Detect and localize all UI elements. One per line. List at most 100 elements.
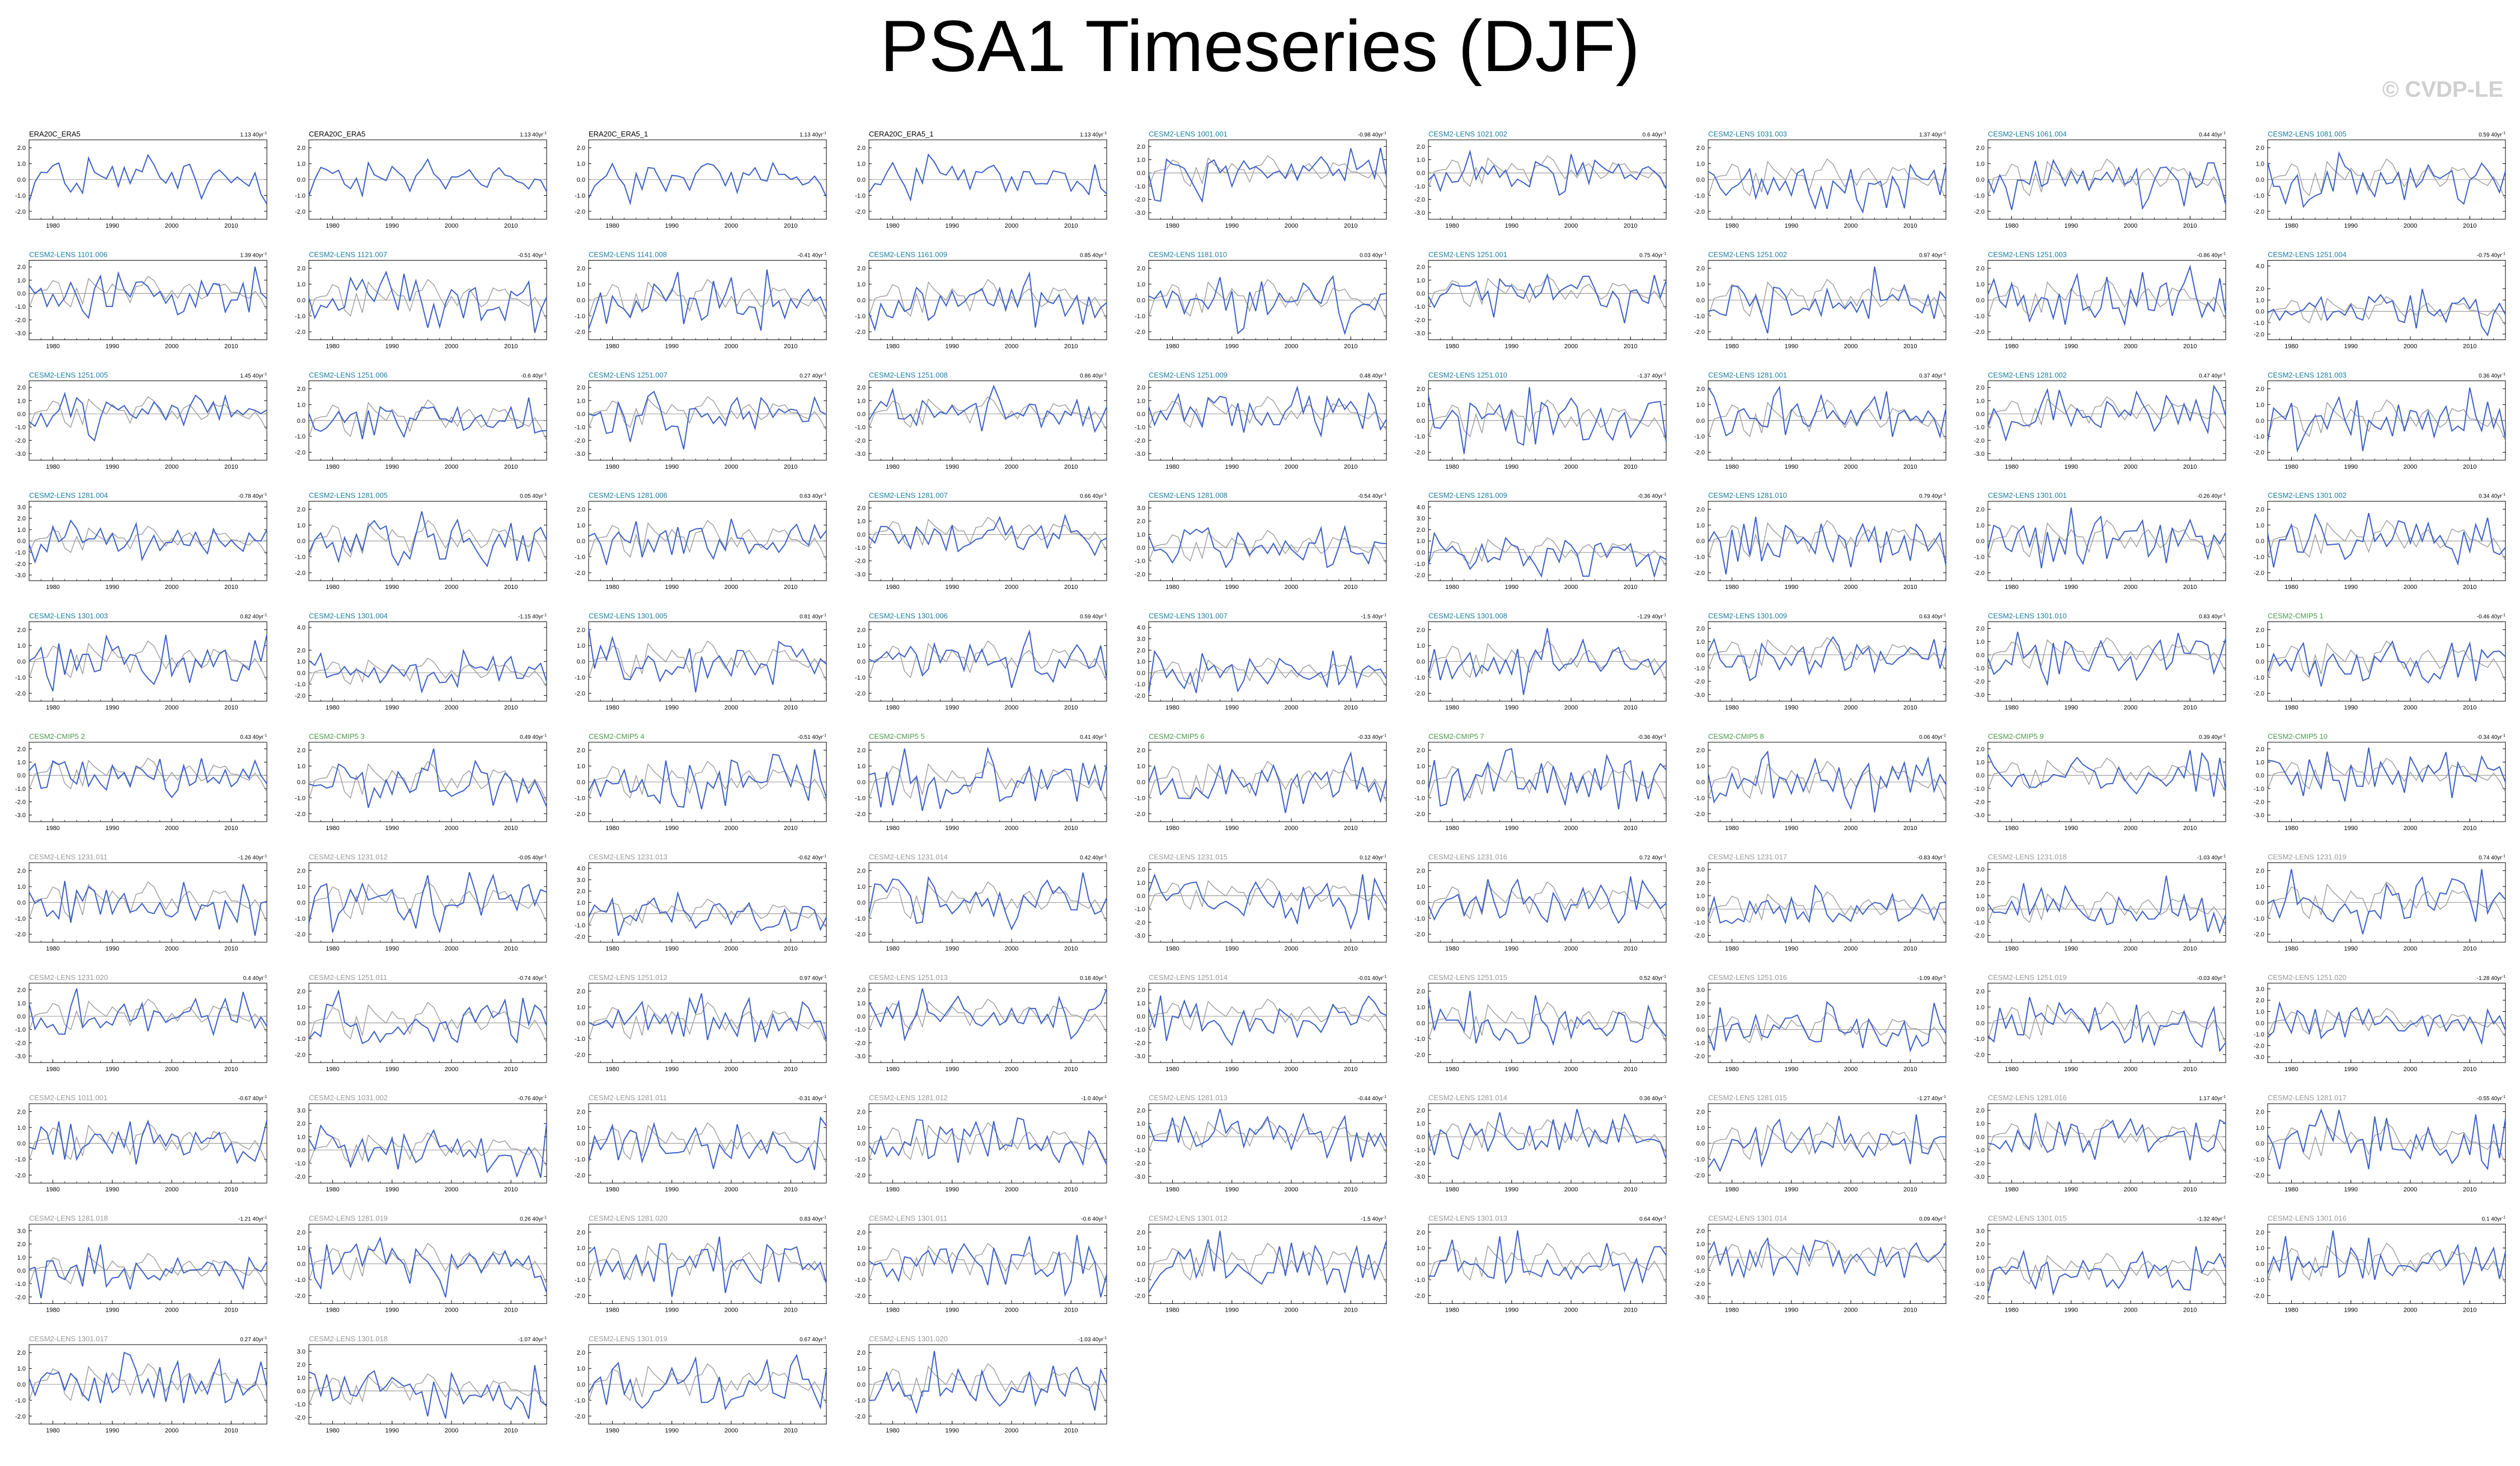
panel-trend: -1.37 40yr-1 (1638, 373, 1666, 379)
x-tick-label: 2000 (2124, 825, 2137, 832)
y-tick-label: -2.0 (575, 1172, 585, 1179)
x-tick-label: 2000 (1844, 945, 1858, 952)
y-tick-label: 2.0 (857, 747, 866, 754)
x-tick-label: 2010 (504, 223, 518, 229)
y-tick-label: -1.0 (295, 681, 305, 688)
observation-series (588, 640, 827, 682)
panel-frame (29, 1224, 267, 1304)
x-tick-label: 1990 (665, 705, 679, 711)
panel-label: CESM2-LENS 1141.008 (589, 250, 667, 258)
y-tick-label: 2.0 (1696, 747, 1705, 754)
panel-trend: 1.39 40yr-1 (240, 252, 267, 258)
y-tick-label: -1.0 (295, 1161, 305, 1167)
x-tick-label: 1990 (385, 945, 399, 952)
y-tick-label: 1.0 (857, 763, 866, 770)
x-tick-label: 2010 (2463, 223, 2476, 229)
panel-trend: -0.74 40yr-1 (518, 975, 547, 982)
x-tick-label: 1990 (2065, 945, 2078, 952)
x-tick-label: 2010 (784, 1066, 797, 1073)
y-tick-label: 0.0 (1696, 1027, 1705, 1034)
x-tick-label: 1980 (2005, 1066, 2018, 1073)
x-tick-label: 2010 (1624, 825, 1637, 832)
panel-label: CESM2-LENS 1281.018 (29, 1214, 108, 1223)
x-tick-label: 2000 (1844, 584, 1858, 591)
x-tick-label: 1990 (2344, 705, 2358, 711)
y-tick-label: 2.0 (577, 747, 585, 754)
panel-trend: -1.32 40yr-1 (2197, 1216, 2226, 1223)
x-tick-label: 2000 (2404, 223, 2417, 229)
x-tick-label: 2010 (1344, 223, 1357, 229)
x-tick-label: 2010 (1903, 223, 1917, 229)
panel-label: CESM2-LENS 1301.014 (1708, 1214, 1787, 1223)
x-tick-label: 1980 (46, 343, 59, 350)
x-tick-label: 1990 (1225, 1186, 1239, 1193)
y-tick-label: -2.0 (295, 931, 305, 938)
y-tick-label: 2.0 (1976, 1241, 1985, 1248)
y-tick-label: 0.0 (1417, 1020, 1425, 1027)
y-tick-label: 2.0 (577, 385, 585, 392)
x-tick-label: 2000 (1005, 1307, 1018, 1314)
panel: CESM2-LENS 1251.006 -0.6 40yr-1 2.0 1.0 0.0 -… (295, 371, 547, 470)
x-tick-label: 2000 (1844, 1307, 1858, 1314)
simulation-series (1148, 385, 1387, 438)
observation-series (868, 998, 1107, 1034)
simulation-series (1708, 750, 1947, 813)
y-tick-label: -2.0 (1694, 209, 1705, 215)
y-tick-label: 2.0 (577, 1109, 585, 1115)
y-tick-label: -2.0 (1414, 1293, 1425, 1299)
panel-label: CESM2-CMIP5 10 (2268, 732, 2328, 741)
panel: CESM2-LENS 1301.003 0.82 40yr-1 2.0 1.0 0.0 -… (15, 612, 267, 711)
panel: CESM2-LENS 1281.015 -1.27 40yr-1 2.0 1.0 0.0… (1694, 1093, 1947, 1193)
observation-series (308, 1132, 547, 1167)
x-tick-label: 1990 (2065, 464, 2078, 470)
y-tick-label: 3.0 (1137, 636, 1145, 643)
y-tick-label: 2.0 (1696, 1228, 1705, 1234)
x-tick-label: 2000 (165, 1427, 178, 1434)
panel: CESM2-LENS 1301.009 0.63 40yr-1 2.0 1.0 0.0 -… (1694, 612, 1947, 711)
x-tick-label: 1980 (46, 464, 59, 470)
x-tick-label: 2000 (1844, 705, 1858, 711)
y-tick-label: 1.0 (1137, 281, 1145, 288)
panel: CESM2-LENS 1281.009 -0.36 40yr-1 4.0 3.0 2.0… (1414, 491, 1667, 591)
y-tick-label: -2.0 (1414, 572, 1425, 579)
y-tick-label: -1.0 (855, 675, 866, 681)
panel: CESM2-LENS 1251.009 0.48 40yr-1 2.0 1.0 0.0 -… (1135, 371, 1387, 470)
y-tick-label: 1.0 (1137, 157, 1145, 164)
y-tick-label: 0.0 (2256, 899, 2264, 906)
y-tick-label: -2.0 (1135, 437, 1145, 444)
panel-frame (1428, 139, 1667, 220)
y-tick-label: 2.0 (1976, 880, 1985, 887)
x-tick-label: 1980 (605, 1427, 619, 1434)
y-tick-label: -2.0 (1694, 1281, 1705, 1288)
y-tick-label: -2.0 (575, 1413, 585, 1420)
y-tick-label: 2.0 (1137, 1229, 1145, 1236)
x-tick-label: 2010 (1624, 705, 1637, 711)
observation-series (29, 757, 267, 793)
panel-trend: 0.82 40yr-1 (240, 614, 267, 620)
panel: CESM2-LENS 1141.008 -0.41 40yr-1 2.0 1.0 0.0… (575, 250, 827, 350)
observation-series (588, 761, 827, 803)
x-tick-label: 2010 (1064, 825, 1078, 832)
y-tick-label: -2.0 (1694, 1172, 1705, 1179)
y-tick-label: 0.0 (577, 1020, 585, 1027)
y-tick-label: 1.0 (2256, 1245, 2264, 1252)
y-tick-label: 0.0 (1417, 659, 1425, 666)
y-tick-label: -2.0 (1414, 450, 1425, 456)
panel-label: CESM2-LENS 1231.019 (2268, 852, 2347, 861)
panel-trend: 0.83 40yr-1 (800, 1216, 826, 1223)
panel-label: CESM2-LENS 1301.011 (869, 1214, 947, 1223)
x-tick-label: 2000 (1844, 464, 1858, 470)
panel-label: CESM2-CMIP5 4 (589, 732, 645, 741)
y-tick-label: 2.0 (577, 1229, 585, 1236)
y-tick-label: -1.0 (575, 1277, 585, 1284)
y-tick-label: 0.0 (1696, 652, 1705, 659)
x-tick-label: 1980 (1445, 223, 1459, 229)
y-tick-label: 2.0 (1976, 625, 1985, 632)
y-tick-label: 1.0 (2256, 643, 2264, 649)
x-tick-label: 1980 (1445, 1186, 1459, 1193)
simulation-series (29, 880, 267, 936)
observation-series (588, 898, 827, 928)
panel-label: CESM2-LENS 1281.014 (1428, 1093, 1507, 1102)
x-tick-label: 2010 (504, 1066, 518, 1073)
panel: CESM2-LENS 1031.002 -0.76 40yr-1 3.0 2.0 1.0… (295, 1093, 547, 1193)
